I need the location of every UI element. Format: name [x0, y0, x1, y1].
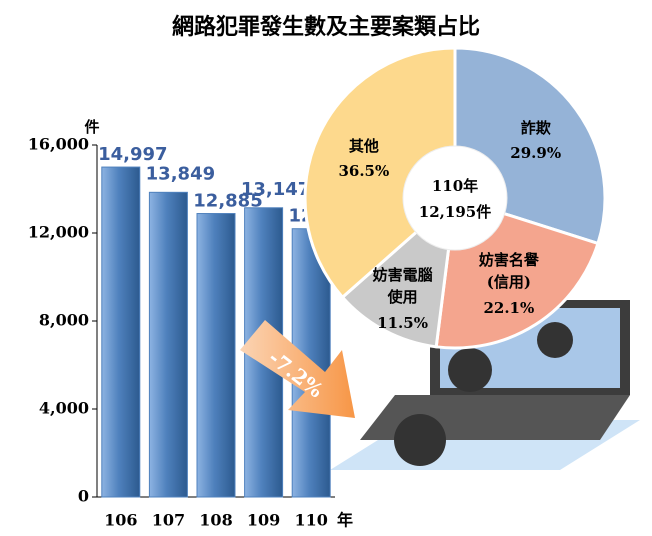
y-tick-label: 16,000: [28, 135, 89, 154]
y-tick-label: 0: [78, 487, 89, 506]
change-arrow: [240, 320, 355, 418]
y-axis-label: 件: [84, 118, 99, 136]
slice-value: 22.1%: [483, 299, 535, 318]
bar: [148, 191, 188, 498]
slice-label: 其他: [348, 136, 379, 155]
y-tick-label: 12,000: [28, 223, 89, 242]
y-tick-label: 8,000: [39, 311, 89, 330]
center-label: 12,195件: [418, 203, 492, 221]
slice-label: 妨害電腦使用: [372, 265, 433, 306]
value-label: 14,997: [98, 144, 167, 165]
value-label: 13,147: [241, 179, 310, 200]
slice-value: 36.5%: [338, 161, 390, 180]
value-label: 12,885: [193, 191, 262, 212]
x-tick-label: 108: [199, 511, 232, 530]
slice-value: 29.9%: [510, 143, 562, 162]
value-label: 13,849: [146, 163, 215, 184]
chart-title: 網路犯罪發生數及主要案類占比: [172, 14, 480, 40]
slice-label: 詐欺: [520, 118, 551, 137]
x-tick-label: 109: [247, 511, 280, 530]
pie-center: [402, 145, 508, 251]
slice-value: 11.5%: [377, 313, 428, 332]
x-tick-label: 106: [104, 511, 137, 530]
y-tick-label: 4,000: [39, 399, 89, 418]
slice-label: 妨害名譽(信用): [478, 251, 539, 292]
bar: [196, 213, 236, 498]
x-tick-label: 110: [294, 511, 327, 530]
x-axis-label: 年: [337, 511, 353, 530]
bar: [101, 166, 141, 498]
center-label: 110年: [431, 177, 479, 195]
x-tick-label: 107: [152, 511, 185, 530]
pie-slice: [303, 46, 457, 300]
